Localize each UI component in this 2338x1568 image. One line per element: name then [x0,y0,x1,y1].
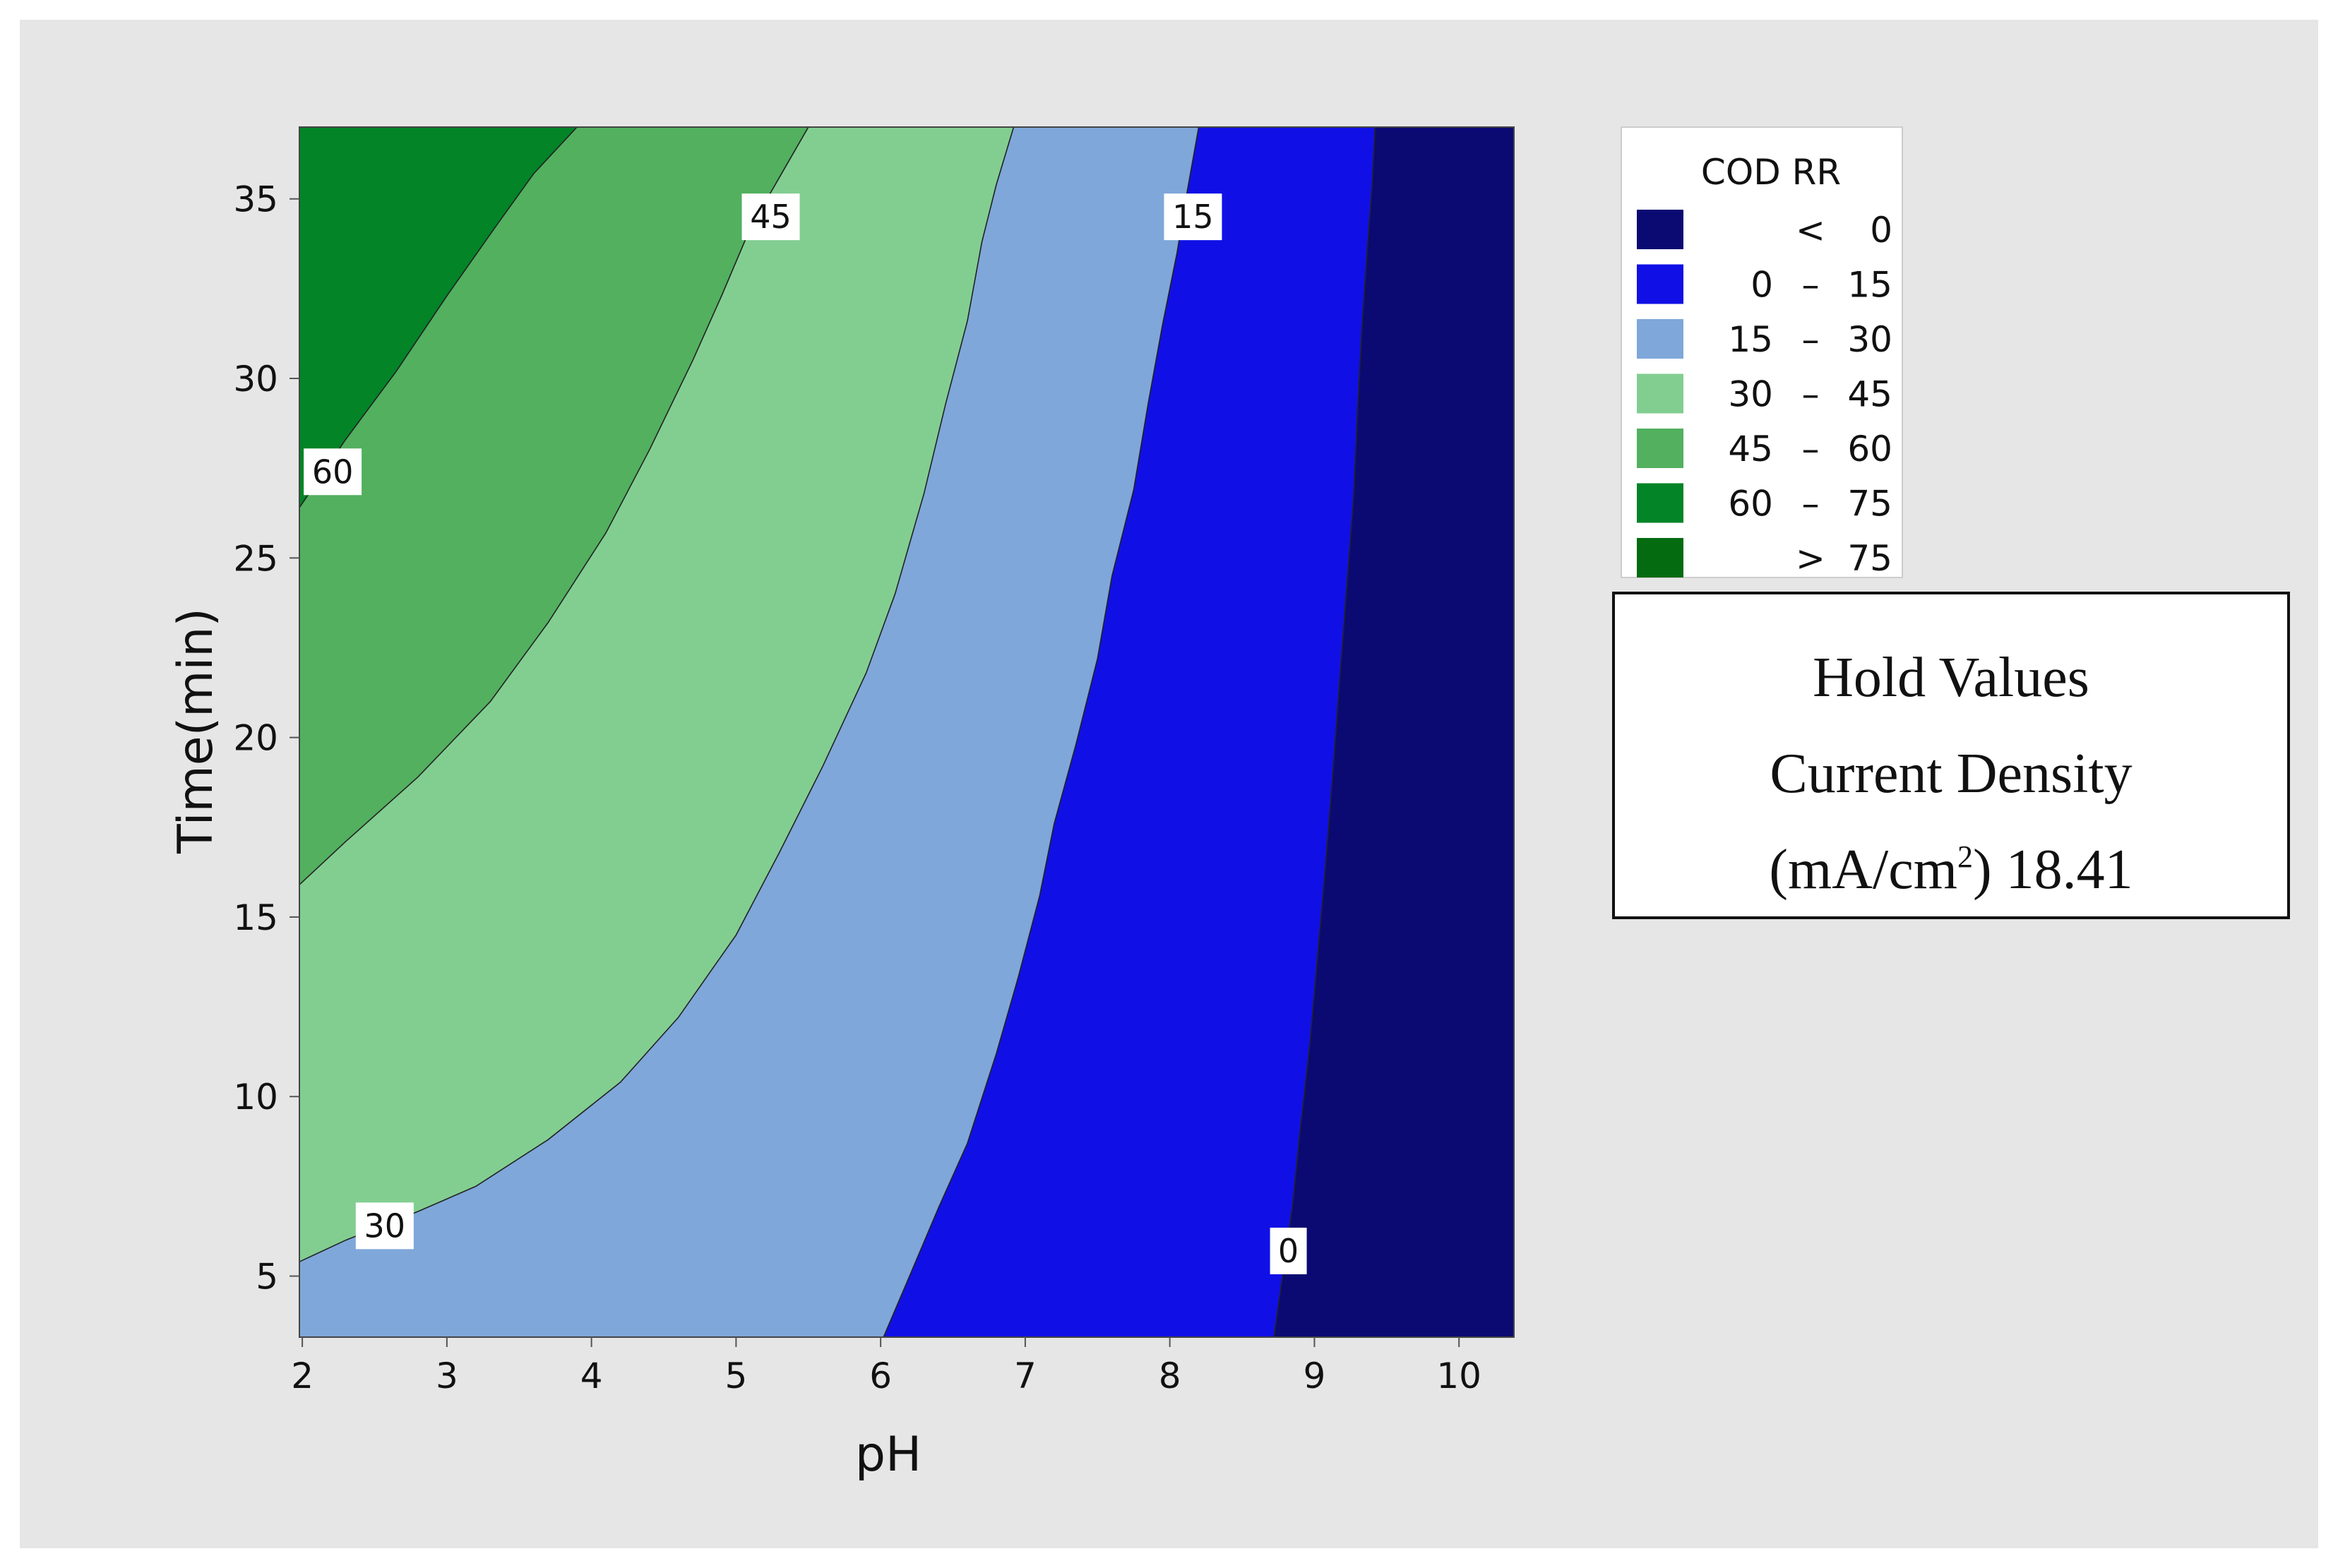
hold-values-value: (mA/cm2) 18.41 [1769,839,2133,901]
legend-swatch [1637,429,1683,468]
hold-values-variable: Current Density [1770,743,2132,805]
hold-values-box: Hold Values Current Density (mA/cm2) 18.… [1612,592,2290,919]
legend-swatch [1637,319,1683,359]
hold-unit-prefix: (mA/cm [1769,839,1957,901]
hold-unit-superscript: 2 [1957,839,1973,874]
legend-range-high: 75 [1847,538,1892,579]
contour-label-text: 45 [750,198,792,236]
x-tick-label: 8 [1159,1355,1181,1396]
legend-item: 45–60 [1637,429,1892,469]
legend-range-separator: – [1802,484,1820,525]
legend-range-low: 0 [1750,265,1773,306]
contour-label-text: 30 [364,1207,406,1245]
y-tick-label: 10 [233,1077,278,1118]
legend-range-high: 15 [1847,265,1892,306]
chart-frame: 2 3 4 5 6 7 8 9 10 5 10 15 20 25 30 35 60 45 30 15 0 pH Tim… [20,20,2318,1548]
contour-label-box [1164,193,1222,241]
contour-label-box [304,448,362,496]
legend-range-high: 30 [1847,319,1892,360]
contour-line-60 [299,127,578,508]
legend-item: 15–30 [1637,319,1892,360]
contour-label-box [741,193,800,241]
contour-label-45: 45 [741,193,800,241]
contour-band-60-75 [299,127,578,508]
contour-labels: 60 45 30 15 0 [304,193,1307,1274]
x-tick-label: 6 [869,1355,892,1396]
legend-range-separator: – [1802,429,1820,469]
legend-item: 60–75 [1637,483,1892,525]
contour-label-box [355,1202,414,1250]
legend-range-low: 15 [1728,319,1773,360]
legend-item: 30–45 [1637,373,1892,415]
legend-range-high: 60 [1847,429,1892,469]
y-tick-label: 25 [233,538,278,579]
legend-swatch [1637,483,1683,523]
legend-range-separator: > [1796,538,1825,579]
legend-title: COD RR [1701,152,1841,193]
y-axis-title: Time(min) [168,608,224,854]
contour-line-30 [299,127,1015,1262]
x-tick-label: 10 [1436,1355,1481,1396]
legend-swatch [1637,210,1683,249]
y-tick-label: 20 [233,718,278,759]
contour-label-60: 60 [304,448,362,496]
x-tick-label: 3 [436,1355,458,1396]
legend-range-high: 75 [1847,484,1892,525]
legend-range-separator: < [1796,210,1825,251]
contour-label-text: 15 [1172,198,1214,236]
contour-label-text: 0 [1278,1232,1299,1270]
legend-item: <0 [1637,210,1892,251]
y-tick-label: 15 [233,897,278,938]
legend-range-high: 0 [1870,210,1892,251]
legend-swatch [1637,264,1683,304]
legend-range-low: 60 [1728,484,1773,525]
x-tick-label: 7 [1014,1355,1037,1396]
contour-line-15 [883,127,1200,1337]
contour-label-15: 15 [1164,193,1222,241]
legend-swatch [1637,373,1683,414]
x-tick-label: 2 [291,1355,314,1396]
contour-label-box [1270,1227,1307,1274]
contour-label-text: 60 [312,453,354,491]
legend-swatch [1637,538,1683,577]
legend-range-separator: – [1802,374,1820,415]
plot-area [299,127,1514,1337]
contour-label-0: 0 [1270,1227,1307,1274]
y-tick-label: 5 [256,1257,278,1298]
legend-range-separator: – [1802,265,1820,306]
x-axis-title: pH [855,1427,922,1483]
legend-item: 0–15 [1637,264,1892,306]
legend-range-low: 45 [1728,429,1773,469]
legend-range-separator: – [1802,319,1820,360]
plot-border [299,126,1515,1338]
contour-line-0 [1273,127,1376,1337]
hold-values-border [1612,592,2290,919]
legend-item: >75 [1637,538,1892,579]
x-tick-label: 5 [724,1355,747,1396]
x-tick-label: 4 [580,1355,603,1396]
legend-range-high: 45 [1847,374,1892,415]
hold-unit-suffix: ) 18.41 [1973,839,2133,901]
y-tick-label: 30 [233,359,278,400]
legend-range-low: 30 [1728,374,1773,415]
y-tick-label: 35 [233,179,278,220]
contour-label-30: 30 [355,1202,414,1250]
hold-values-title: Hold Values [1813,647,2089,709]
x-tick-label: 9 [1304,1355,1326,1396]
